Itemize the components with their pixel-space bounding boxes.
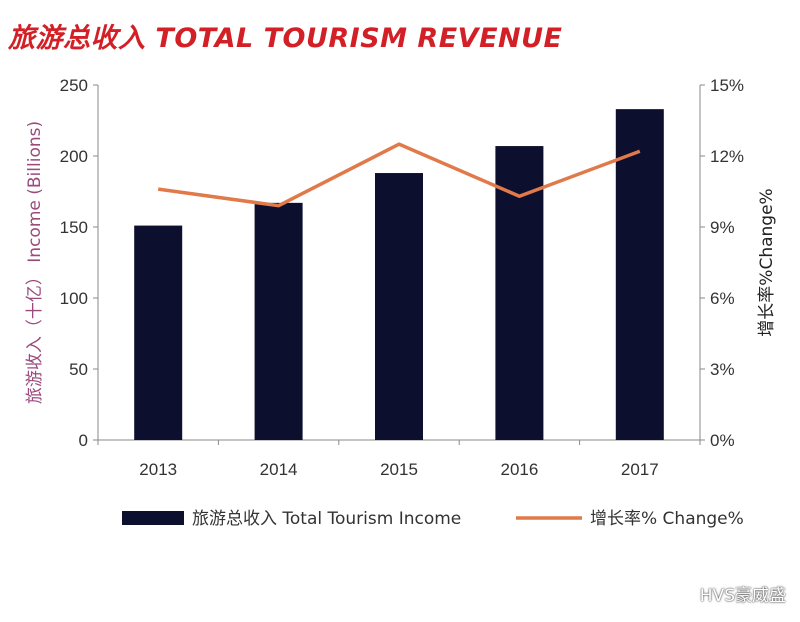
y2-axis-label: 增长率%Change% [757, 188, 777, 336]
bar [615, 109, 664, 440]
left-tick-label: 250 [60, 76, 88, 95]
bar [375, 173, 423, 441]
right-tick-label: 0% [710, 431, 735, 450]
right-tick-label: 3% [710, 360, 735, 379]
legend-line-label: 增长率% Change% [590, 509, 744, 529]
bar [134, 225, 183, 440]
bar [254, 202, 303, 440]
watermark-text: HVS豪威盛 [699, 586, 786, 606]
right-tick-label: 12% [710, 147, 744, 166]
wechat-icon [669, 585, 693, 602]
legend-bar-label: 旅游总收入 Total Tourism Income [192, 509, 461, 529]
x-tick-label: 2013 [139, 460, 177, 479]
left-tick-label: 150 [60, 218, 88, 237]
y-axis-label: 旅游收入（十亿） Income (Billions) [25, 121, 45, 404]
left-tick-label: 0 [79, 431, 88, 450]
left-tick-label: 200 [60, 147, 88, 166]
chart-title: 旅游总收入 TOTAL TOURISM REVENUE [8, 23, 563, 54]
right-tick-label: 6% [710, 289, 735, 308]
left-tick-label: 50 [69, 360, 88, 379]
x-tick-label: 2014 [260, 460, 298, 479]
x-tick-label: 2017 [621, 460, 659, 479]
right-tick-label: 15% [710, 76, 744, 95]
right-tick-label: 9% [710, 218, 735, 237]
watermark: HVS豪威盛 [669, 581, 786, 606]
x-tick-label: 2015 [380, 460, 418, 479]
legend-bar-swatch [122, 511, 184, 525]
left-tick-label: 100 [60, 289, 88, 308]
x-tick-label: 2016 [500, 460, 538, 479]
